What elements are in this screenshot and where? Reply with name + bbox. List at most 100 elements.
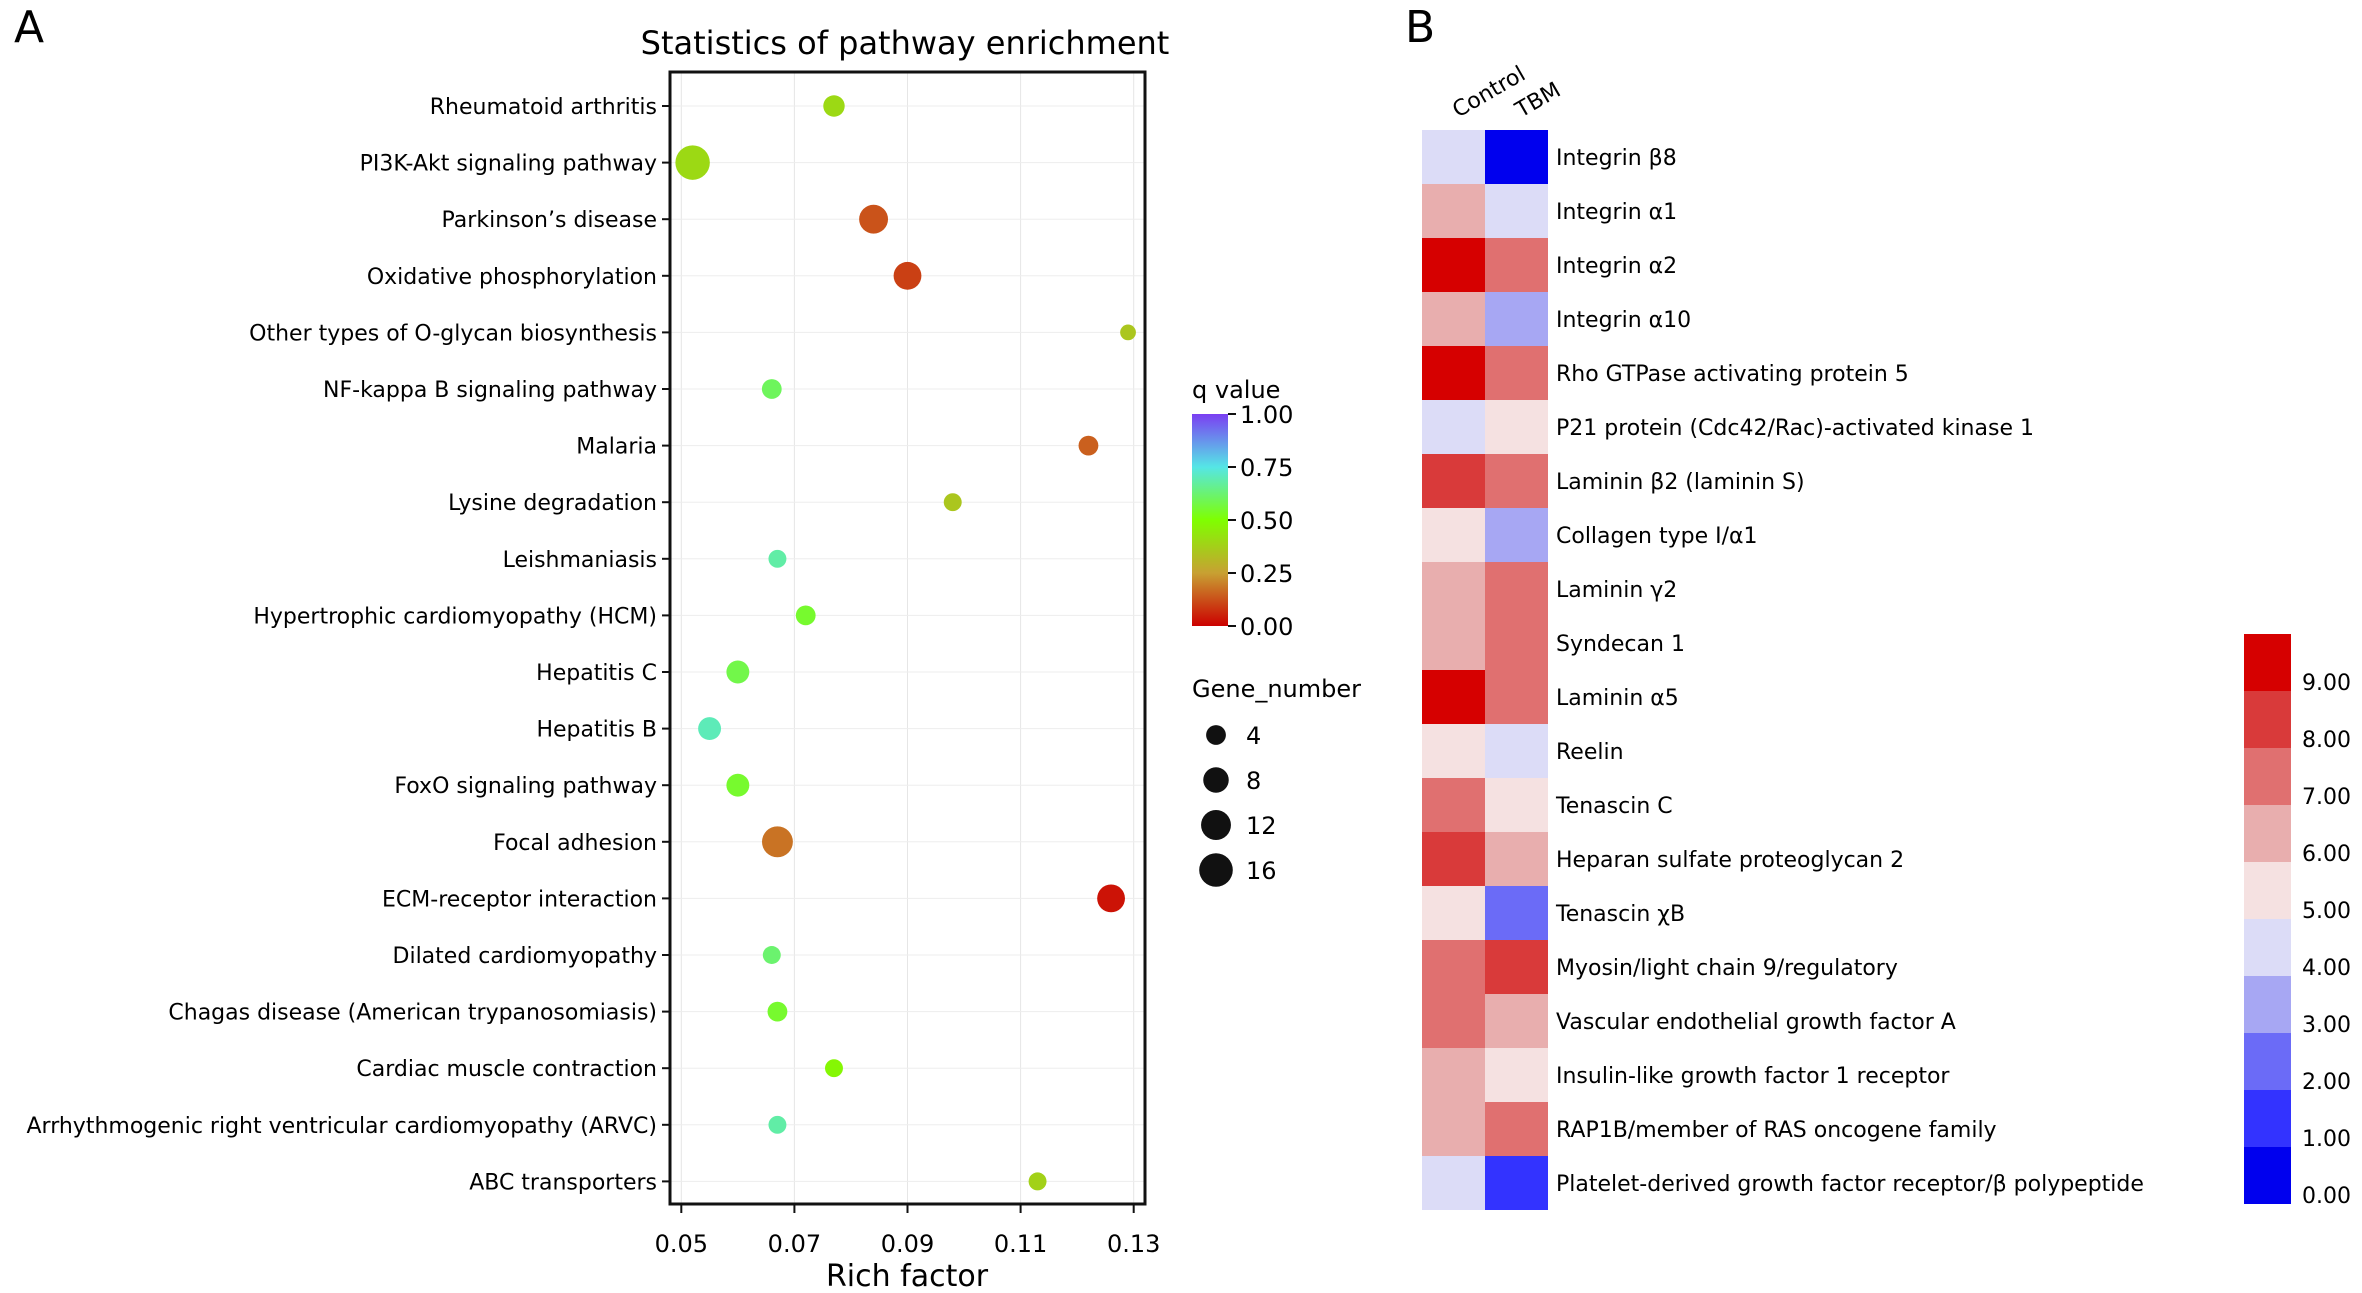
- pathway-dot: [943, 493, 962, 512]
- pathway-label: Arrhythmogenic right ventricular cardiom…: [27, 1114, 658, 1139]
- heatmap-cell: [1422, 184, 1485, 238]
- heatmap-cell: [1485, 670, 1548, 724]
- heatmap-row-label: RAP1B/member of RAS oncogene family: [1556, 1118, 1997, 1143]
- color-scale-bin: [2244, 1033, 2291, 1090]
- color-scale-label: 7.00: [2302, 785, 2351, 810]
- pathway-label: Dilated cardiomyopathy: [393, 944, 657, 969]
- color-scale-bin: [2244, 805, 2291, 862]
- heatmap-row-label: Tenascin χB: [1555, 902, 1685, 927]
- pathway-dot: [726, 773, 750, 797]
- q-value-tick-label: 0.50: [1240, 507, 1293, 535]
- pathway-dot: [893, 261, 922, 290]
- pathway-dot: [761, 379, 782, 399]
- pathway-dot: [825, 1059, 843, 1078]
- q-value-legend-title: q value: [1192, 376, 1280, 404]
- heatmap-row-label: Integrin α10: [1556, 308, 1691, 333]
- pathway-dot: [762, 826, 793, 858]
- heatmap-cell: [1422, 238, 1485, 292]
- heatmap-cell: [1422, 562, 1485, 616]
- heatmap-cell: [1485, 238, 1548, 292]
- heatmap-cell: [1485, 1048, 1548, 1102]
- heatmap-cell: [1422, 940, 1485, 994]
- heatmap-row-labels: Integrin β8 Integrin α1 Integrin α2 Integri…: [1555, 146, 2144, 1197]
- heatmap-row-label: Integrin β8: [1556, 146, 1677, 171]
- pathway-label: Chagas disease (American trypanosomiasis…: [168, 1001, 657, 1026]
- panel-b-letter: B: [1405, 2, 1435, 53]
- q-value-colorbar: [1192, 414, 1228, 626]
- x-tick-label: 0.07: [768, 1230, 821, 1258]
- pathway-label: Cardiac muscle contraction: [356, 1057, 657, 1082]
- heatmap-cell: [1485, 400, 1548, 454]
- heatmap-color-scale: 9.00 8.00 7.00 6.00 5.00 4.00 3.00 2.00 1.00 0.00: [2244, 634, 2351, 1209]
- pathway-dot: [1028, 1172, 1047, 1191]
- heatmap-row-label: Syndecan 1: [1556, 632, 1685, 657]
- heatmap-row-label: Heparan sulfate proteoglycan 2: [1556, 848, 1904, 873]
- pathway-label: Other types of O-glycan biosynthesis: [249, 321, 657, 346]
- pathway-label: ECM-receptor interaction: [382, 887, 657, 912]
- heatmap-cell: [1422, 886, 1485, 940]
- gene-number-legend-dot: [1206, 725, 1226, 745]
- color-scale-bin: [2244, 976, 2291, 1033]
- heatmap-cell: [1422, 994, 1485, 1048]
- pathway-dot: [675, 145, 710, 180]
- pathway-label: Oxidative phosphorylation: [367, 265, 657, 290]
- x-tick-label: 0.09: [881, 1230, 934, 1258]
- panel-a-letter: A: [14, 2, 44, 53]
- heatmap-cell: [1422, 1156, 1485, 1210]
- q-value-tick-label: 0.00: [1240, 613, 1293, 641]
- color-scale-label: 4.00: [2302, 956, 2351, 981]
- heatmap-cell: [1485, 940, 1548, 994]
- pathway-dot: [859, 204, 889, 234]
- gene-number-legend-label: 16: [1246, 857, 1277, 885]
- heatmap-row-label: Integrin α2: [1556, 254, 1677, 279]
- color-scale-label: 3.00: [2302, 1013, 2351, 1038]
- heatmap-cell: [1485, 454, 1548, 508]
- pathway-labels: Rheumatoid arthritis PI3K-Akt signaling p…: [27, 95, 670, 1195]
- q-value-tick-label: 1.00: [1240, 401, 1293, 429]
- heatmap-cell: [1422, 346, 1485, 400]
- x-tick-label: 0.11: [994, 1230, 1047, 1258]
- heatmap-row-label: Platelet-derived growth factor receptor/…: [1556, 1172, 2144, 1197]
- heatmap-cell: [1485, 184, 1548, 238]
- pathway-dot: [823, 95, 845, 117]
- heatmap-cell: [1422, 616, 1485, 670]
- color-scale-bin: [2244, 691, 2291, 748]
- heatmap-cell: [1422, 832, 1485, 886]
- heatmap-row-label: Collagen type I/α1: [1556, 524, 1758, 549]
- color-scale-bin: [2244, 748, 2291, 805]
- color-scale-bin: [2244, 919, 2291, 976]
- pathway-dot: [726, 660, 750, 684]
- color-scale-bin: [2244, 862, 2291, 919]
- heatmap-row-label: Laminin α5: [1556, 686, 1679, 711]
- pathway-dot: [768, 549, 787, 568]
- plot-grid: [670, 72, 1145, 1204]
- heatmap-row-label: Insulin-like growth factor 1 receptor: [1556, 1064, 1950, 1089]
- pathway-label: Leishmaniasis: [503, 548, 657, 573]
- pathway-dots: [675, 95, 1136, 1191]
- gene-number-legend-label: 12: [1246, 812, 1277, 840]
- pathway-dot: [1097, 884, 1125, 913]
- color-scale-bin: [2244, 634, 2291, 691]
- heatmap-cells: [1422, 130, 1548, 1210]
- heatmap-cell: [1422, 508, 1485, 562]
- heatmap-row-label: Tenascin C: [1555, 794, 1673, 819]
- pathway-label: Hypertrophic cardiomyopathy (HCM): [253, 604, 657, 629]
- x-axis-label: Rich factor: [826, 1259, 989, 1293]
- gene-number-legend-dot: [1201, 810, 1231, 840]
- heatmap-cell: [1422, 724, 1485, 778]
- gene-number-entries: 4 8 12 16: [1199, 722, 1277, 887]
- pathway-label: Lysine degradation: [448, 491, 657, 516]
- heatmap-row-label: Laminin β2 (laminin S): [1556, 470, 1805, 495]
- pathway-dot: [762, 946, 781, 964]
- color-scale-label: 9.00: [2302, 671, 2351, 696]
- heatmap-cell: [1485, 508, 1548, 562]
- heatmap-row-label: Reelin: [1556, 740, 1624, 765]
- enrichment-dot-plot: Statistics of pathway enrichment Rheumat…: [27, 24, 1362, 1293]
- color-scale-label: 8.00: [2302, 728, 2351, 753]
- color-scale-bin: [2244, 1090, 2291, 1147]
- heatmap-cell: [1422, 778, 1485, 832]
- pathway-dot: [1078, 435, 1099, 456]
- pathway-label: FoxO signaling pathway: [394, 774, 657, 799]
